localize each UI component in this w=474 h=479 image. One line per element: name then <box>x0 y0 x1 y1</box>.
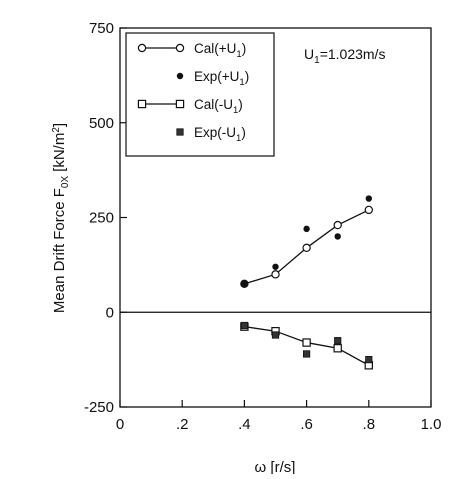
data-point <box>365 356 373 364</box>
legend-label-close: ) <box>242 41 247 56</box>
data-point <box>272 263 279 270</box>
y-tick-label: -250 <box>84 399 114 416</box>
legend-label-sub: 1 <box>233 105 238 116</box>
y-tick-label: 750 <box>89 20 114 37</box>
y-axis-title-sub: 0X <box>60 175 71 188</box>
legend-marker <box>176 128 184 136</box>
legend-label-sub: 1 <box>236 49 241 60</box>
series-3 <box>240 322 374 370</box>
y-tick-label: 0 <box>106 304 114 321</box>
x-tick-label: .4 <box>238 416 251 433</box>
series-1 <box>240 205 373 289</box>
legend-label-main: Exp(-U <box>194 125 236 140</box>
data-point <box>334 337 342 345</box>
data-point <box>303 225 310 233</box>
series-4 <box>240 321 373 364</box>
y-tick-label: 250 <box>89 210 114 227</box>
data-point <box>334 233 341 240</box>
data-point <box>241 280 248 288</box>
legend-label-close: ) <box>238 97 243 112</box>
data-point <box>333 344 342 353</box>
x-tick-label: .6 <box>300 416 313 433</box>
legend-label-close: ) <box>241 125 246 140</box>
data-point <box>302 243 311 253</box>
legend-entry: Exp(+U1) <box>176 69 249 88</box>
x-tick-label: 1.0 <box>421 416 442 433</box>
data-point <box>365 195 372 202</box>
x-tick-label: 0 <box>116 416 124 433</box>
x-axis-title: ω [r/s] <box>255 459 296 474</box>
y-axis-title-unit-sup: 2 <box>51 127 62 133</box>
legend-label-sub: 1 <box>239 77 244 88</box>
y-axis-title: Mean Drift Force F0X [kN/m2] <box>51 123 71 313</box>
data-point <box>271 331 280 339</box>
x-axis-ticks: 0 .2 .4 .6 .8 1.0 <box>116 400 442 433</box>
legend-label-sub: 1 <box>236 133 241 144</box>
series-2 <box>241 195 372 288</box>
legend-label-close: ) <box>245 69 250 84</box>
data-point <box>333 220 342 230</box>
legend-entry: Cal(+U1) <box>137 41 246 60</box>
annotation-U: U <box>304 46 314 62</box>
x-tick-label: .8 <box>363 416 376 433</box>
series-group <box>240 195 374 370</box>
annotation-sub: 1 <box>314 55 320 66</box>
legend-entry: Cal(-U1) <box>137 97 243 116</box>
legend-label: Exp(-U1) <box>194 125 246 144</box>
data-point <box>271 270 280 279</box>
legend-entry: Exp(-U1) <box>176 125 246 144</box>
y-axis-title-unit: [kN/m <box>51 133 68 172</box>
legend-label: Cal(+U1) <box>194 41 246 60</box>
legend-label-main: Cal(+U <box>194 41 236 56</box>
x-tick-label: .2 <box>176 416 189 433</box>
data-point <box>364 205 373 215</box>
velocity-annotation: U1=1.023m/s <box>304 46 385 66</box>
data-point <box>302 350 311 358</box>
legend-label-main: Cal(-U <box>194 97 233 112</box>
legend-marker <box>137 99 147 109</box>
annotation-tail: =1.023m/s <box>320 46 386 62</box>
legend-marker <box>175 43 185 53</box>
legend-label: Exp(+U1) <box>194 69 249 88</box>
legend-marker <box>176 72 184 80</box>
legend: Cal(+U1)Exp(+U1)Cal(-U1)Exp(-U1) <box>137 41 249 144</box>
legend-marker <box>137 43 147 53</box>
legend-label-main: Exp(+U <box>194 69 239 84</box>
legend-label: Cal(-U1) <box>194 97 243 116</box>
y-tick-label: 500 <box>89 115 114 132</box>
data-point <box>302 338 311 347</box>
legend-box <box>125 32 275 157</box>
y-axis-ticks: -250 0 250 500 750 <box>84 20 127 416</box>
y-axis-title-unit-close: ] <box>51 123 68 127</box>
legend-marker <box>175 99 185 109</box>
y-axis-title-main: Mean Drift Force F <box>51 188 68 313</box>
data-point <box>240 321 248 330</box>
